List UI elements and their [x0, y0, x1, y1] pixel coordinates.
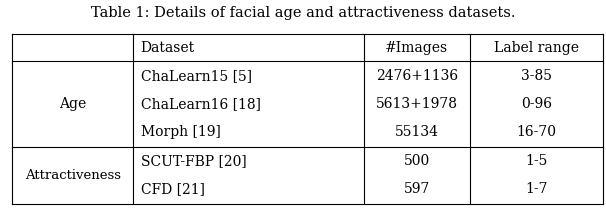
Text: SCUT-FBP [20]: SCUT-FBP [20]	[141, 154, 246, 168]
Text: Attractiveness: Attractiveness	[25, 169, 121, 181]
Text: 0-96: 0-96	[521, 97, 552, 111]
Text: Label range: Label range	[494, 41, 579, 55]
Text: 1-7: 1-7	[525, 182, 548, 196]
Text: 55134: 55134	[395, 126, 439, 139]
Text: 5613+1978: 5613+1978	[376, 97, 458, 111]
Text: 597: 597	[404, 182, 430, 196]
Text: ChaLearn15 [5]: ChaLearn15 [5]	[141, 69, 251, 83]
Text: Age: Age	[59, 97, 86, 111]
Text: #Images: #Images	[385, 41, 448, 55]
Text: ChaLearn16 [18]: ChaLearn16 [18]	[141, 97, 261, 111]
Text: 2476+1136: 2476+1136	[376, 69, 458, 83]
Text: 1-5: 1-5	[525, 154, 548, 168]
Text: Table 1: Details of facial age and attractiveness datasets.: Table 1: Details of facial age and attra…	[91, 6, 515, 20]
Text: 500: 500	[404, 154, 430, 168]
Text: 3-85: 3-85	[521, 69, 552, 83]
Text: CFD [21]: CFD [21]	[141, 182, 204, 196]
Text: Dataset: Dataset	[141, 41, 195, 55]
Text: 16-70: 16-70	[516, 126, 556, 139]
Text: Morph [19]: Morph [19]	[141, 126, 221, 139]
